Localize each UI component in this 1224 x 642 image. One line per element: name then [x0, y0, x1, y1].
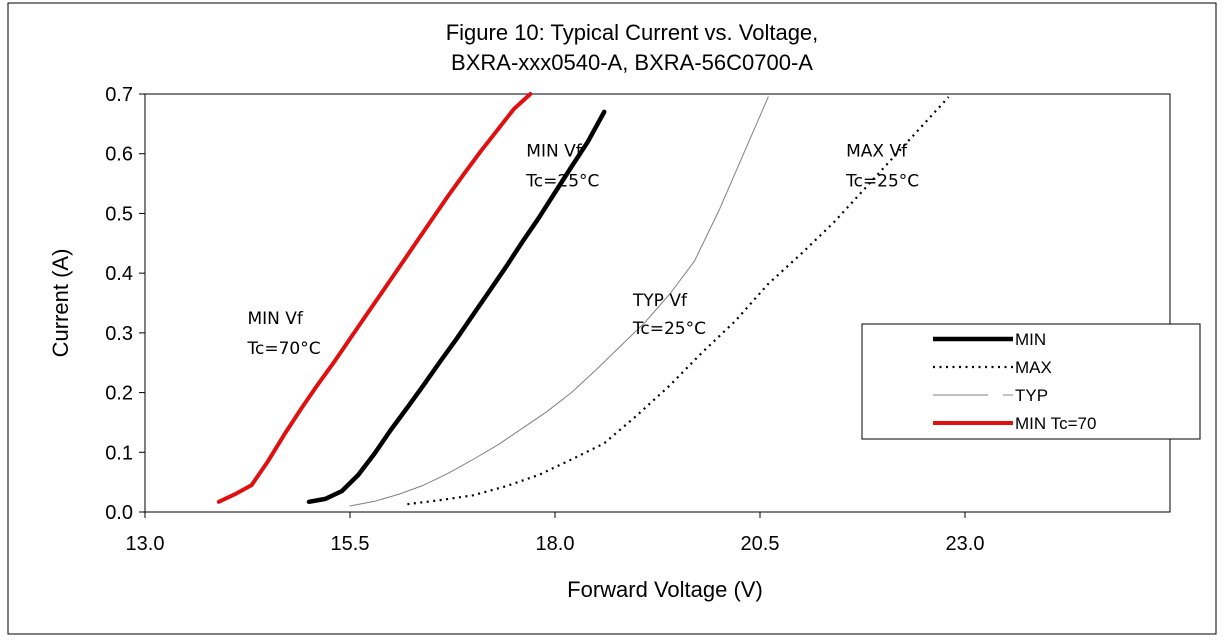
annotation-text: TYP Vf [632, 291, 688, 311]
y-tick-label: 0.3 [105, 323, 133, 345]
series-line-min-tc-70 [216, 92, 533, 504]
annotation-text: Tc=70°C [247, 339, 321, 359]
x-tick-label: 13.0 [126, 533, 165, 555]
x-tick-label: 18.0 [536, 533, 575, 555]
chart-title: Figure 10: Typical Current vs. Voltage, [446, 20, 819, 45]
y-tick-label: 0.5 [105, 203, 133, 225]
legend-box [861, 323, 1201, 440]
annotation-text: MIN Vf [526, 142, 582, 162]
annotation-text: Tc=25°C [525, 172, 599, 192]
y-tick-label: 0.4 [105, 263, 133, 285]
legend-label: MIN Tc=70 [1015, 414, 1096, 433]
y-axis-label: Current (A) [48, 249, 73, 358]
x-axis-label: Forward Voltage (V) [567, 577, 763, 602]
series-line-typ [349, 96, 769, 507]
y-tick-label: 0.6 [105, 144, 133, 166]
x-tick-label: 20.5 [741, 533, 780, 555]
x-tick-label: 23.0 [946, 533, 985, 555]
series-line-max [407, 96, 950, 506]
annotation-text: MIN Vf [248, 309, 304, 329]
chart-outer-border [7, 2, 1217, 635]
annotation-text: Tc=25°C [845, 172, 919, 192]
plot-area [144, 93, 1171, 513]
y-tick-label: 0.0 [105, 502, 133, 524]
chart-subtitle: BXRA-xxx0540-A, BXRA-56C0700-A [451, 50, 813, 75]
y-tick-label: 0.7 [105, 84, 133, 106]
series-line-min [306, 109, 607, 505]
annotation-text: Tc=25°C [632, 319, 706, 339]
legend-label: MAX [1015, 358, 1052, 377]
annotation-text: MAX Vf [846, 142, 908, 162]
legend-label: TYP [1015, 386, 1048, 405]
y-tick-label: 0.1 [105, 442, 133, 464]
x-tick-label: 15.5 [331, 533, 370, 555]
legend-label: MIN [1015, 330, 1046, 349]
y-tick-label: 0.2 [105, 383, 133, 405]
